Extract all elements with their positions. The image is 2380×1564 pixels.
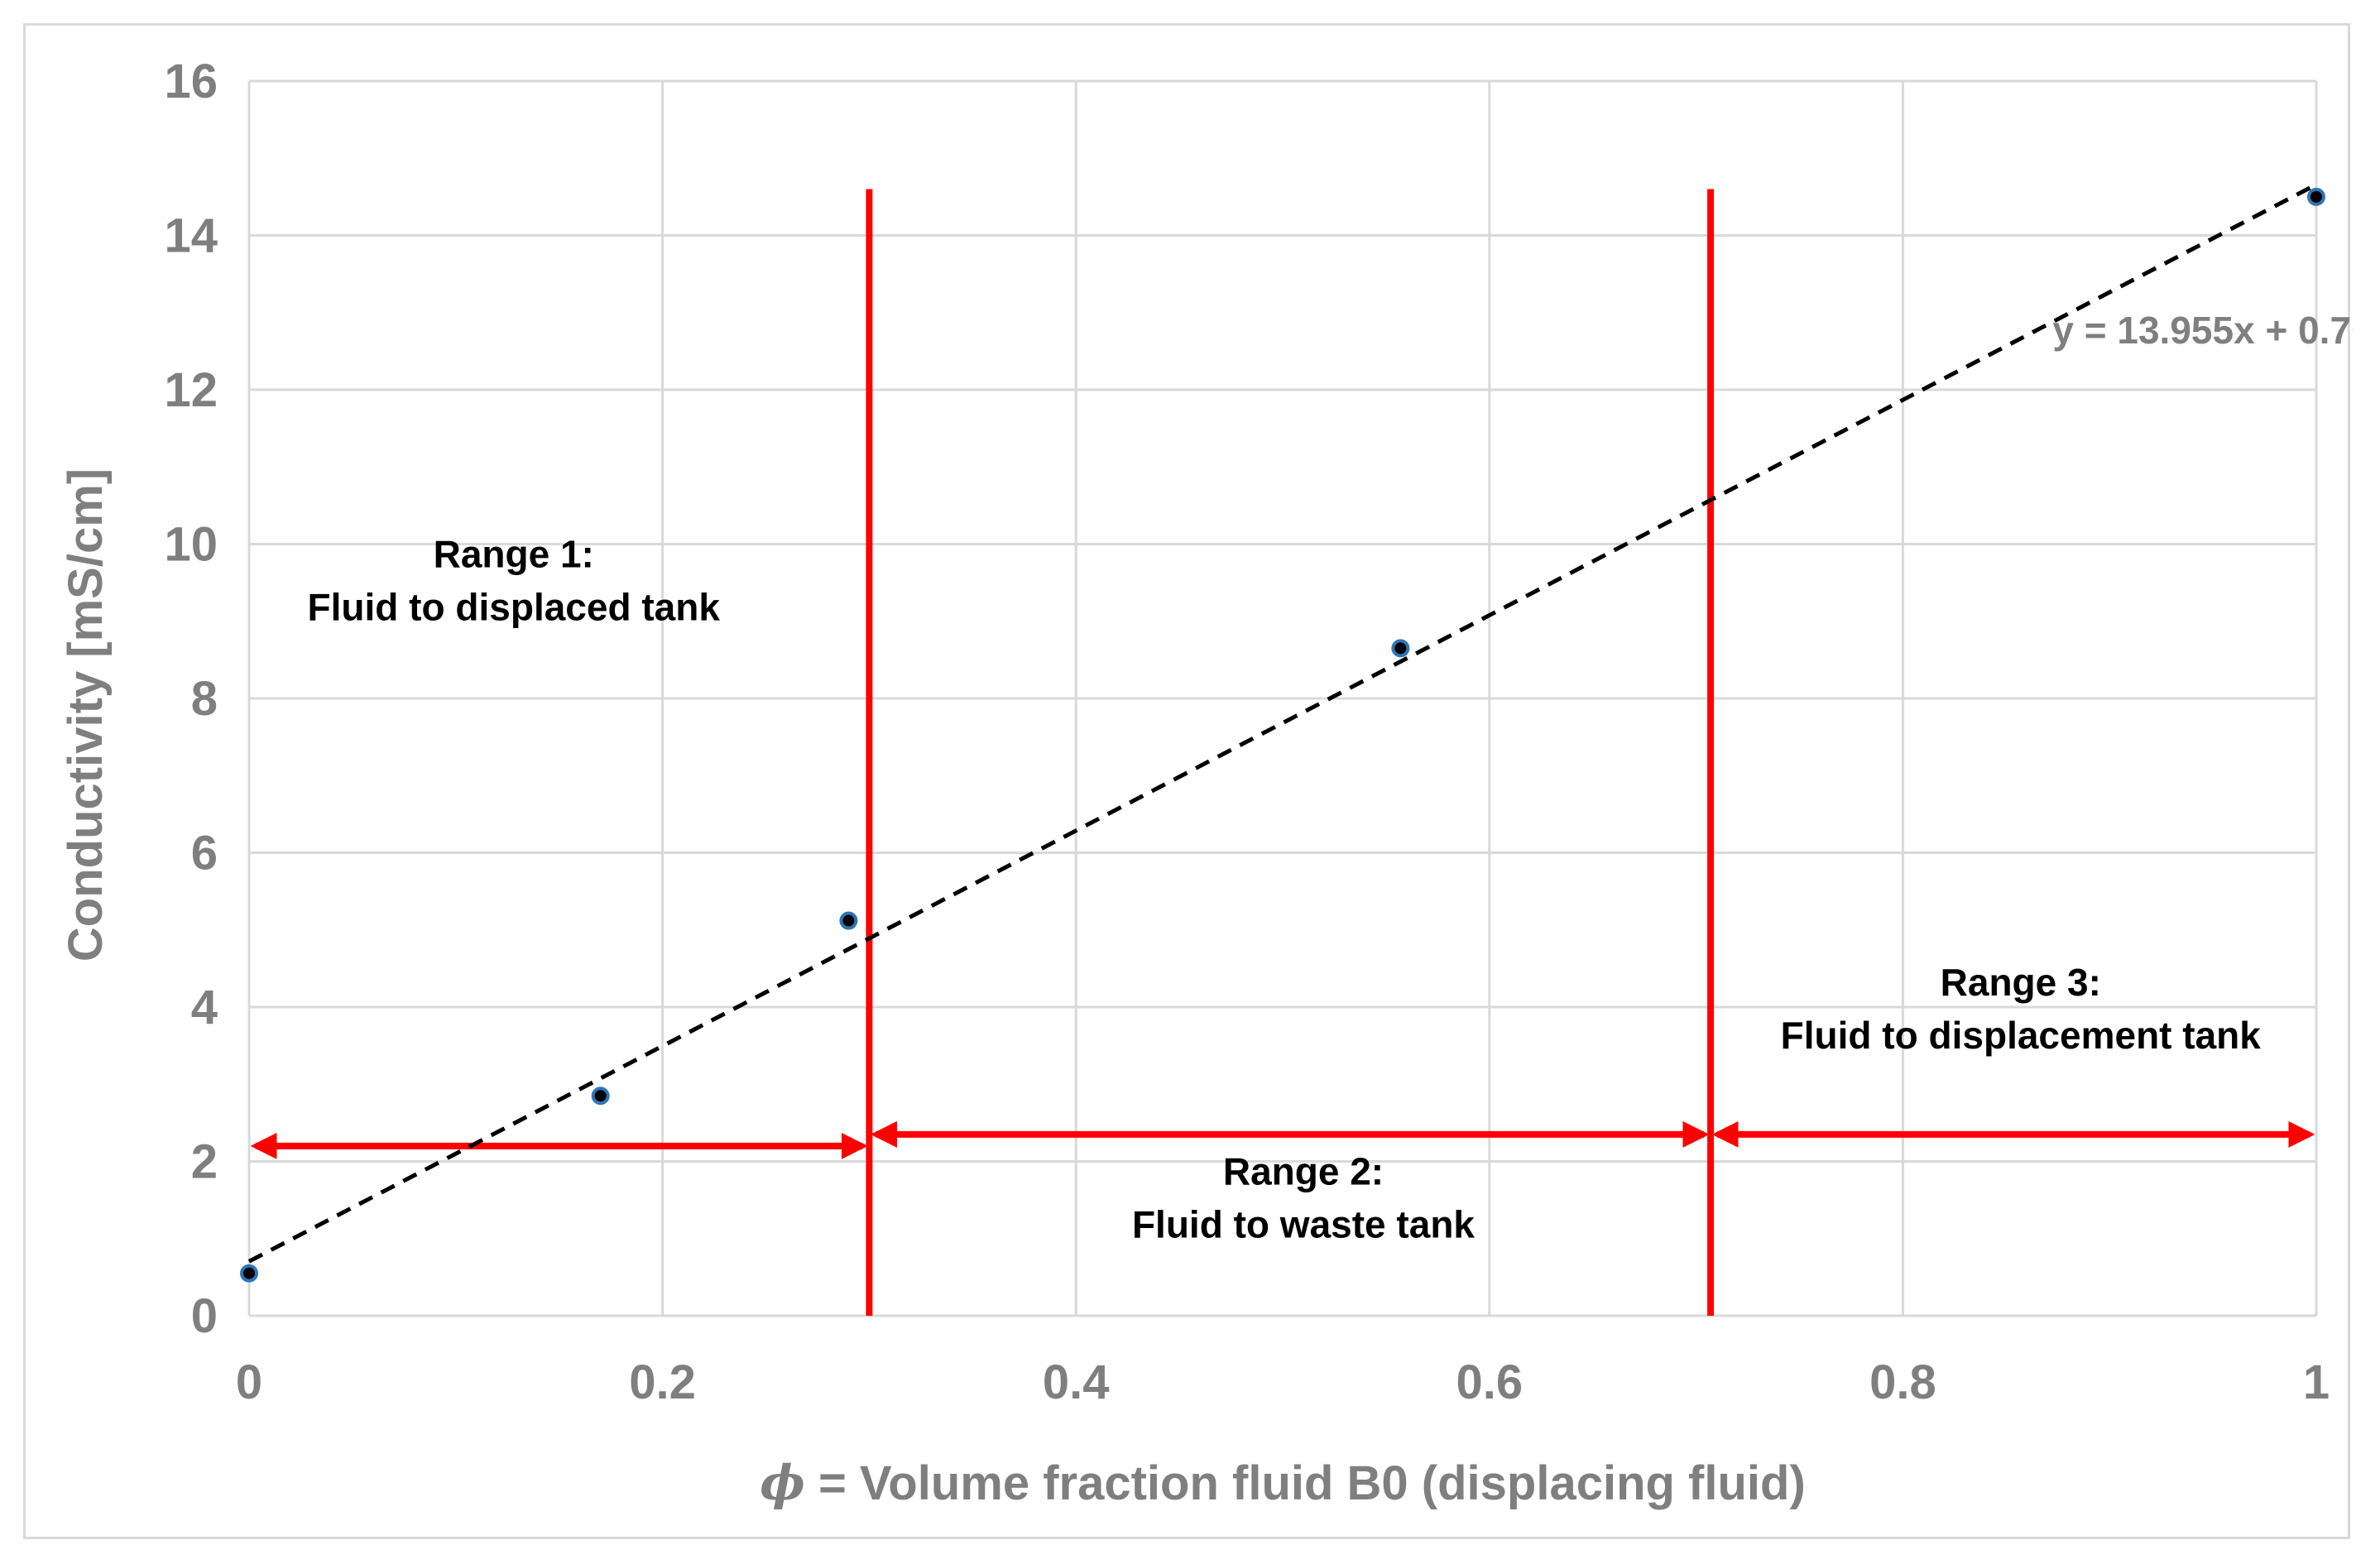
chart-svg: 0 2 4 6 8 10 12 14 16 0 0.2 0.4 0.6 0.8 1 Conductivity … bbox=[59, 55, 2353, 1511]
reference-lines-layer bbox=[250, 189, 2315, 1316]
x-tick-label: 0 bbox=[236, 1355, 262, 1409]
x-tick-label: 0.8 bbox=[1869, 1355, 1936, 1409]
y-tick-label: 6 bbox=[191, 827, 218, 880]
y-tick-label: 0 bbox=[191, 1289, 218, 1343]
y-tick-label: 14 bbox=[164, 209, 218, 263]
annotation-line: Range 3: bbox=[1941, 961, 2101, 1004]
range-annotation-3: Range 3: Fluid to displacement tank bbox=[1781, 961, 2262, 1057]
x-tick-label: 0.6 bbox=[1456, 1355, 1523, 1409]
y-tick-label: 12 bbox=[164, 363, 218, 417]
trendline-equation: y = 13.955x + 0.7043 bbox=[2052, 309, 2353, 352]
trendline bbox=[247, 182, 2318, 1264]
range-annotation-1: Range 1: Fluid to displaced tank bbox=[308, 532, 721, 628]
annotation-line: Fluid to displacement tank bbox=[1781, 1014, 2262, 1057]
y-tick-label: 16 bbox=[164, 55, 218, 108]
y-tick-label: 8 bbox=[191, 672, 218, 726]
y-tick-label: 10 bbox=[164, 518, 218, 572]
annotation-line: Fluid to waste tank bbox=[1132, 1202, 1475, 1245]
data-points-layer bbox=[240, 187, 2325, 1283]
x-tick-label: 1 bbox=[2303, 1355, 2330, 1409]
grid-layer bbox=[247, 79, 2318, 1317]
y-tick-label: 2 bbox=[191, 1135, 218, 1189]
data-point bbox=[591, 1087, 610, 1106]
data-point bbox=[1391, 639, 1410, 658]
x-tick-label: 0.2 bbox=[629, 1355, 696, 1409]
annotation-line: Range 2: bbox=[1223, 1149, 1384, 1192]
data-point bbox=[839, 911, 858, 930]
data-point bbox=[2307, 187, 2325, 206]
labels-layer: 0 2 4 6 8 10 12 14 16 0 0.2 0.4 0.6 0.8 1 Conductivity … bbox=[59, 55, 2353, 1511]
data-point bbox=[240, 1264, 258, 1283]
y-tick-label: 4 bbox=[191, 981, 218, 1034]
x-axis-phi-symbol: ϕ bbox=[760, 1455, 805, 1511]
x-tick-label: 0.4 bbox=[1043, 1355, 1110, 1409]
range-annotation-2: Range 2: Fluid to waste tank bbox=[1132, 1149, 1475, 1245]
y-axis-title: Conductivity [mS/cm] bbox=[59, 468, 113, 962]
chart-frame: 0 2 4 6 8 10 12 14 16 0 0.2 0.4 0.6 0.8 1 Conductivity … bbox=[23, 23, 2353, 1539]
trendline-layer bbox=[247, 182, 2318, 1264]
annotation-line: Fluid to displaced tank bbox=[308, 585, 721, 628]
x-axis-title: ϕ = Volume fraction fluid B0 (displacing… bbox=[760, 1455, 1806, 1511]
x-axis-title-text: = Volume fraction fluid B0 (displacing f… bbox=[805, 1456, 1806, 1510]
annotation-line: Range 1: bbox=[434, 532, 594, 575]
